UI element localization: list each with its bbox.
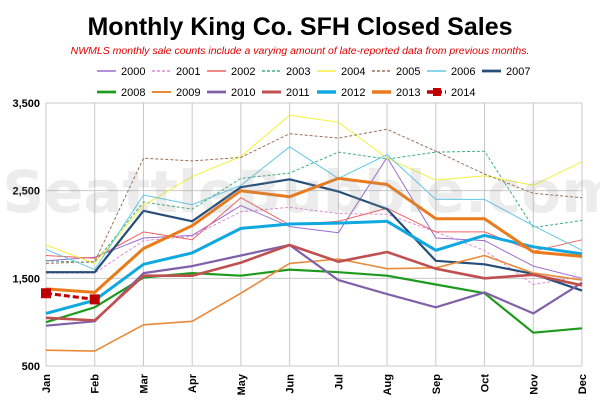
x-tick-label: Nov [528,373,540,395]
y-tick-label: 500 [22,361,40,373]
series-line-2008 [45,268,583,334]
series-line-2004 [45,114,583,264]
series-line-2011 [45,243,583,322]
series-line-2006 [45,146,583,271]
chart-subtitle: NWMLS monthly sale counts include a vary… [71,45,530,57]
data-point-2014 [41,288,51,299]
legend-label-2012: 2012 [341,87,365,99]
chart-title: Monthly King Co. SFH Closed Sales [87,13,512,41]
x-tick-label: Sep [431,374,443,394]
legend-label-2003: 2003 [286,66,310,78]
x-tick-label: Aug [382,374,394,395]
x-tick-label: Feb [90,374,102,394]
series-line-2012 [45,219,583,315]
x-tick-label: Jan [41,374,53,393]
legend-label-2006: 2006 [451,66,475,78]
series-line-2013 [45,176,583,294]
x-tick-label: Oct [480,374,492,393]
y-tick-label: 3,500 [12,98,40,110]
legend-label-2010: 2010 [231,87,255,99]
legend-label-2013: 2013 [396,87,420,99]
series-line-2010 [45,243,583,327]
y-tick-label: 2,500 [12,186,40,198]
legend-label-2011: 2011 [286,87,310,99]
series-line-2007 [46,178,583,292]
series-line-2014 [45,291,95,301]
legend-label-2002: 2002 [231,66,255,78]
x-tick-label: Jun [285,374,297,394]
series-line-2001 [46,206,583,285]
series-line-2000 [45,156,583,279]
legend-label-2000: 2000 [121,66,145,78]
x-tick-label: Dec [577,374,589,394]
series-line-2003 [45,150,583,264]
x-tick-label: Mar [138,373,150,393]
legend-label-2014: 2014 [451,87,475,99]
legend-label-2004: 2004 [341,66,365,78]
legend-label-2007: 2007 [506,66,530,78]
legend-label-2001: 2001 [176,66,200,78]
legend-label-2005: 2005 [396,66,420,78]
legend-label-2008: 2008 [121,87,145,99]
plot-area: 500 1,500 2,500 3,500 Jan Feb Mar Apr May Jun Jul A… [12,98,589,395]
legend-marker-2014 [433,88,441,96]
x-tick-label: May [236,373,248,395]
data-point-2014 [89,294,100,305]
legend: 2000 2001 2002 2003 2004 2005 2006 2007 2008 2009… [97,66,530,99]
x-tick-label: Jul [333,374,345,390]
x-tick-label: Apr [187,373,199,393]
y-tick-label: 1,500 [12,273,40,285]
watermark-text: SeattleBubble.com [2,158,600,226]
legend-label-2009: 2009 [176,87,200,99]
